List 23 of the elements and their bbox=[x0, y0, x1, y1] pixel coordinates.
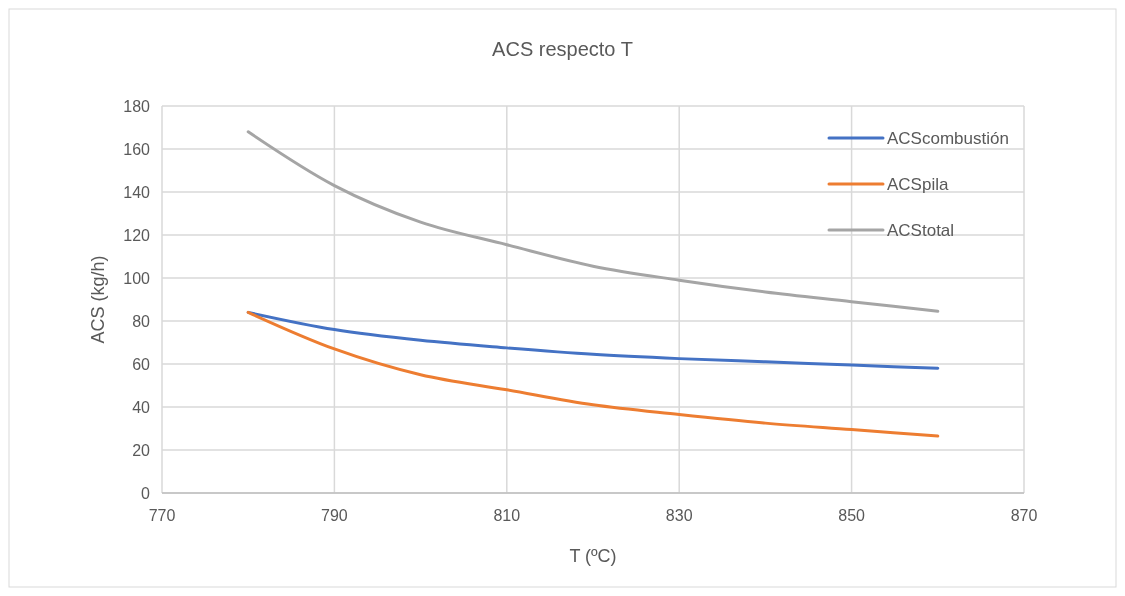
y-tick-label: 160 bbox=[123, 140, 151, 158]
y-tick-label: 100 bbox=[123, 269, 151, 287]
y-tick-label: 180 bbox=[123, 97, 151, 115]
x-tick-label: 790 bbox=[321, 507, 348, 524]
x-tick-label: 830 bbox=[665, 507, 693, 524]
legend-label: ACScombustión bbox=[887, 128, 1009, 148]
y-tick-label: 60 bbox=[132, 355, 151, 373]
y-tick-label: 20 bbox=[132, 441, 151, 459]
line-series bbox=[246, 310, 940, 438]
legend-label: ACSpila bbox=[887, 174, 949, 194]
y-tick-label: 80 bbox=[132, 312, 151, 330]
x-tick-label: 810 bbox=[493, 507, 521, 524]
y-tick-label: 140 bbox=[123, 183, 151, 201]
x-tick-label: 770 bbox=[148, 507, 176, 524]
y-axis-title: ACS (kg/h) bbox=[88, 255, 108, 344]
x-axis-title: T (ºC) bbox=[569, 546, 617, 566]
y-tick-label: 0 bbox=[141, 484, 151, 502]
x-tick-label: 870 bbox=[1010, 507, 1038, 524]
chart-title: ACS respecto T bbox=[492, 38, 633, 60]
y-tick-label: 40 bbox=[132, 398, 151, 416]
x-tick-label: 850 bbox=[838, 507, 866, 524]
legend-label: ACStotal bbox=[887, 220, 955, 240]
y-tick-label: 120 bbox=[123, 226, 151, 244]
